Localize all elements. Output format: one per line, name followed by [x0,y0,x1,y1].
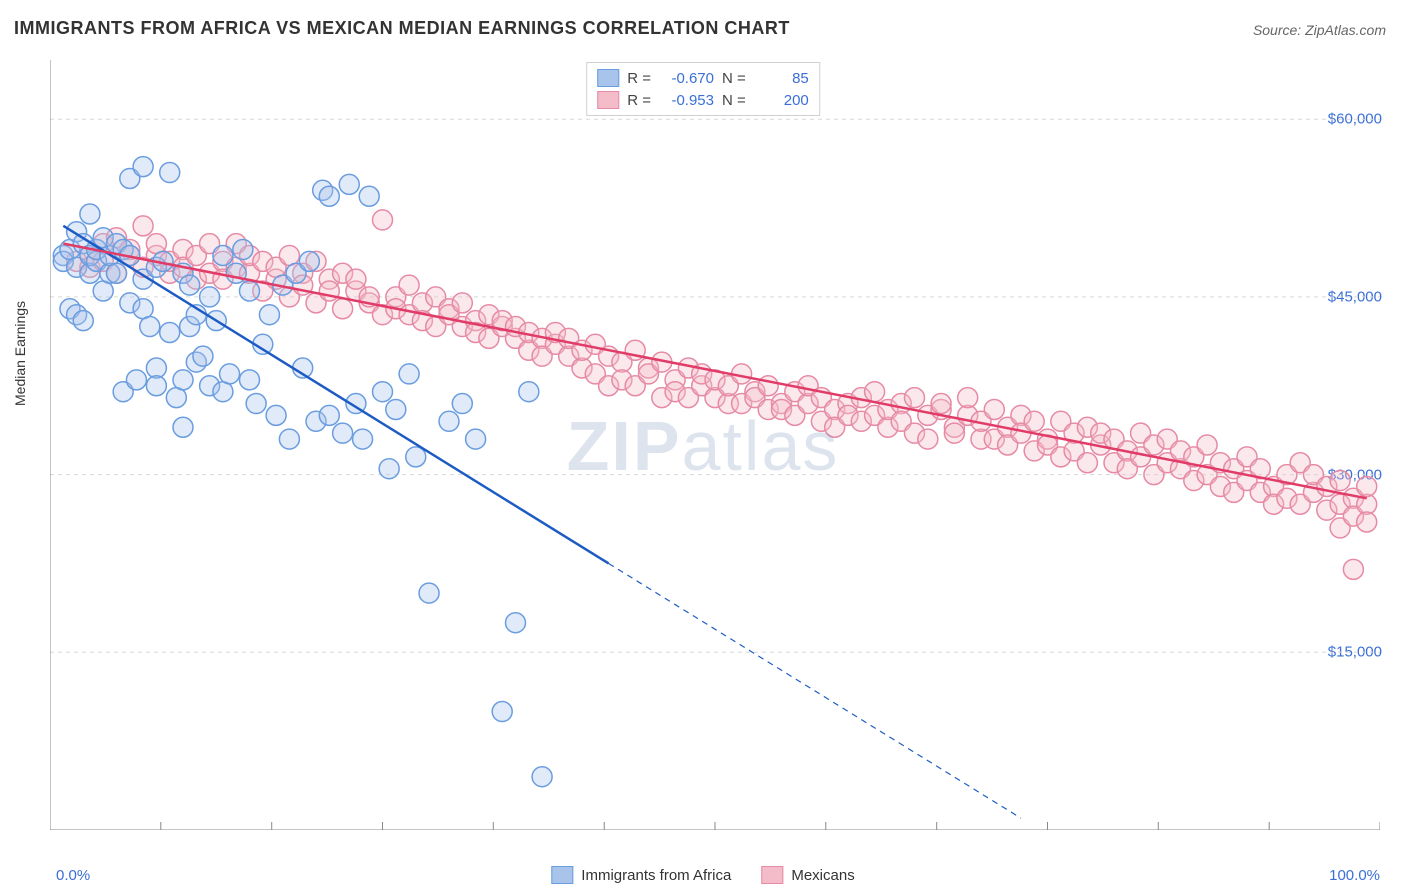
swatch-mexicans [597,91,619,109]
swatch-mexicans-icon [761,866,783,884]
r-value-mexicans: -0.953 [659,92,714,109]
swatch-africa [597,69,619,87]
legend-label-africa: Immigrants from Africa [581,867,731,884]
chart-container: IMMIGRANTS FROM AFRICA VS MEXICAN MEDIAN… [0,0,1406,892]
swatch-africa-icon [551,866,573,884]
y-axis-label: Median Earnings [12,301,28,406]
legend-row-mexicans: R = -0.953 N = 200 [597,89,809,111]
n-value-mexicans: 200 [754,92,809,109]
legend-label-mexicans: Mexicans [791,867,854,884]
scatter-plot-svg [50,60,1380,830]
x-axis-min-label: 0.0% [56,867,90,884]
n-value-africa: 85 [754,70,809,87]
legend-item-africa: Immigrants from Africa [551,866,731,884]
series-legend: Immigrants from Africa Mexicans [551,866,854,884]
source-attribution: Source: ZipAtlas.com [1253,22,1386,38]
correlation-legend: R = -0.670 N = 85 R = -0.953 N = 200 [586,62,820,116]
x-axis-max-label: 100.0% [1329,867,1380,884]
legend-item-mexicans: Mexicans [761,866,854,884]
legend-row-africa: R = -0.670 N = 85 [597,67,809,89]
r-value-africa: -0.670 [659,70,714,87]
chart-title: IMMIGRANTS FROM AFRICA VS MEXICAN MEDIAN… [14,18,790,39]
